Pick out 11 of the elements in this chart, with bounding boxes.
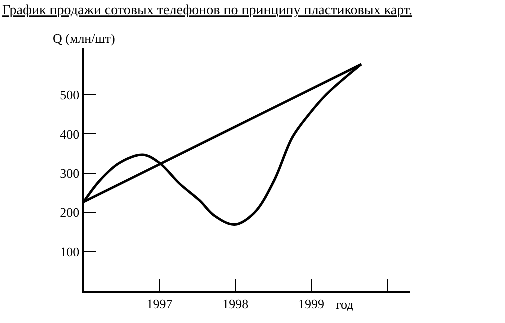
x-tick-label: 1997	[146, 296, 174, 312]
y-tick-label: 100	[60, 244, 80, 260]
y-tick-label: 500	[60, 88, 80, 103]
y-tick-label: 400	[60, 126, 80, 142]
x-axis-title: год	[336, 297, 354, 312]
x-tick-label: 1998	[222, 296, 249, 312]
y-axis-title: Q (млн/шт)	[53, 31, 116, 46]
chart-title: График продажи сотовых телефонов по принципу пластиковых карт.	[2, 4, 413, 19]
y-tick-label: 200	[60, 205, 80, 220]
x-tick-label: 1999	[298, 296, 324, 312]
y-tick-label: 300	[60, 166, 80, 181]
